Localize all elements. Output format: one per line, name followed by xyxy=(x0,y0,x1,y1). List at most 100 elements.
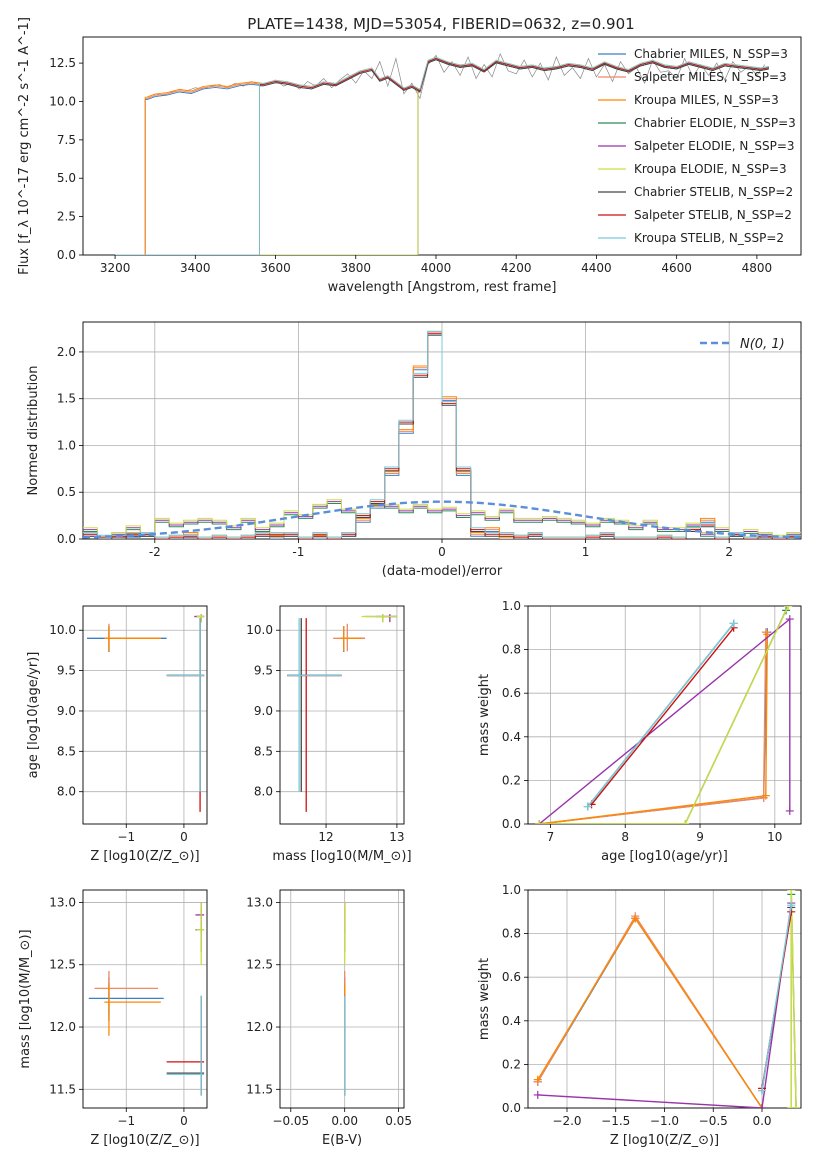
legend-label: Kroupa MILES, N_SSP=3 xyxy=(634,93,779,107)
x-tick-label: 0 xyxy=(180,830,188,844)
weight-line xyxy=(537,914,763,1108)
legend-label: Chabrier STELIB, N_SSP=2 xyxy=(634,185,793,199)
legend-label: Salpeter ELODIE, N_SSP=3 xyxy=(634,139,795,153)
x-tick-label: 0.05 xyxy=(385,1114,412,1128)
model-spectrum-salpeter-stelib xyxy=(115,58,769,255)
legend-label: Salpeter STELIB, N_SSP=2 xyxy=(634,208,792,222)
y-axis-label: age [log10(age/yr)] xyxy=(26,652,41,779)
x-axis-label: Z [log10(Z/Z_⊙)] xyxy=(610,1133,719,1148)
errorbar-point xyxy=(194,614,205,623)
residuals-axes: -2 -1 0 1 2 0.0 0.5 1.0 1.5 2.0 (data-model)/error… xyxy=(26,321,802,579)
errorbar-point xyxy=(375,614,397,623)
weight-line xyxy=(591,627,735,805)
legend-label: Kroupa STELIB, N_SSP=2 xyxy=(634,231,784,245)
y-tick-label: 10.0 xyxy=(246,623,273,637)
x-axis-label: wavelength [Angstrom, rest frame] xyxy=(328,280,557,295)
legend-label: N(0, 1) xyxy=(740,337,785,352)
weight-marker xyxy=(729,619,738,628)
x-tick-label: 1 xyxy=(582,545,590,559)
weight-marker xyxy=(785,806,794,815)
y-tick-label: 13.0 xyxy=(246,895,273,909)
weight-line xyxy=(537,916,763,1108)
x-tick-label: −0.5 xyxy=(699,1114,728,1128)
y-tick-label: 0.2 xyxy=(502,773,521,787)
y-tick-label: 10.0 xyxy=(49,623,76,637)
model-spectrum-kroupa-stelib xyxy=(115,56,769,255)
errorbar-point xyxy=(105,626,161,652)
x-tick-label: 12 xyxy=(318,830,333,844)
weight-marker xyxy=(787,890,796,894)
spectrum-lines xyxy=(115,52,769,255)
y-tick-label: 12.0 xyxy=(49,1020,76,1034)
residual-legend: N(0, 1) xyxy=(700,337,785,352)
errorbar-point xyxy=(104,983,161,1036)
y-tick-label: 1.0 xyxy=(502,883,521,897)
age-vs-mass-points xyxy=(287,614,397,812)
x-tick-label: 0 xyxy=(180,1114,188,1128)
errorbar-point xyxy=(104,623,161,652)
y-tick-label: 0.5 xyxy=(57,485,76,499)
y-tick-label: 0.4 xyxy=(502,730,521,744)
weight-marker xyxy=(761,628,770,637)
model-spectrum-chabrier-miles xyxy=(115,59,769,255)
y-tick-label: 10.0 xyxy=(49,94,76,108)
axes-frame xyxy=(279,605,405,825)
axes-frame xyxy=(527,605,802,825)
y-tick-label: 0.0 xyxy=(502,817,521,831)
x-tick-label: 3200 xyxy=(100,261,131,275)
legend-label: Kroupa ELODIE, N_SSP=3 xyxy=(634,162,787,176)
spectrum-axes: 3200 3400 3600 3800 4000 4200 4400 4600 4800 0.0 2… xyxy=(17,17,802,295)
figure-title: PLATE=1438, MJD=53054, FIBERID=0632, z=0… xyxy=(247,15,634,33)
y-tick-label: 13.0 xyxy=(49,895,76,909)
errorbar-point xyxy=(166,995,205,1096)
y-tick-label: 0.8 xyxy=(502,643,521,657)
model-spectrum-chabrier-stelib xyxy=(115,59,769,255)
y-axis-label: mass weight xyxy=(477,958,492,1040)
x-axis-label: E(B-V) xyxy=(322,1133,362,1148)
y-tick-label: 2.0 xyxy=(57,345,76,359)
legend-label: Chabrier ELODIE, N_SSP=3 xyxy=(634,116,796,130)
x-tick-label: -1 xyxy=(292,545,304,559)
x-axis-label: mass [log10(M/M_⊙)] xyxy=(272,849,411,864)
y-tick-label: 8.0 xyxy=(254,785,273,799)
weight-vs-age-axes: 7 8 9 10 0.0 0.2 0.4 0.6 0.8 1.0 age [log10(age/yr… xyxy=(477,599,802,864)
axes-frame xyxy=(82,36,802,256)
x-tick-label: −1 xyxy=(117,1114,135,1128)
y-tick-label: 0.2 xyxy=(502,1057,521,1071)
histogram-chabrier-elodie xyxy=(83,503,801,539)
axes-frame xyxy=(82,889,208,1109)
y-tick-label: 0.8 xyxy=(502,927,521,941)
errorbar-point xyxy=(361,614,397,623)
weight-marker xyxy=(681,820,690,824)
y-tick-label: 9.5 xyxy=(254,664,273,678)
y-tick-label: 12.5 xyxy=(49,958,76,972)
y-tick-label: 0.0 xyxy=(502,1101,521,1115)
errorbar-point xyxy=(287,618,342,792)
histogram-salpeter-elodie xyxy=(83,501,801,539)
x-tick-label: −1.5 xyxy=(601,1114,630,1128)
mass-vs-z-axes: −1 0 11.5 12.0 12.5 13.0 Z [log10(Z/Z_⊙)] mass … xyxy=(18,889,208,1148)
y-tick-label: 0.0 xyxy=(57,532,76,546)
y-tick-label: 9.0 xyxy=(254,704,273,718)
weight-line xyxy=(587,622,735,808)
y-tick-label: 11.5 xyxy=(246,1082,273,1096)
y-tick-label: 0.4 xyxy=(502,1014,521,1028)
weight-marker xyxy=(785,615,794,624)
mass-vs-ebv-axes: −0.05 0.00 0.05 11.5 12.0 12.5 13.0 E(B-V) xyxy=(246,889,412,1148)
axes-frame xyxy=(527,889,802,1109)
x-tick-label: 0 xyxy=(438,545,446,559)
y-tick-label: 12.0 xyxy=(246,1020,273,1034)
model-spectrum-kroupa-elodie xyxy=(115,56,769,255)
errorbar-point xyxy=(195,902,205,934)
age-vs-z-axes: −1 0 8.0 8.5 9.0 9.5 10.0 Z [log10(Z/Z_⊙)] age [… xyxy=(26,605,208,864)
y-tick-label: 0.6 xyxy=(502,686,521,700)
axes-frame xyxy=(82,321,802,540)
x-tick-label: 3400 xyxy=(180,261,211,275)
histogram-kroupa-elodie xyxy=(83,499,801,538)
y-tick-label: 8.5 xyxy=(254,744,273,758)
y-axis-label: mass weight xyxy=(477,674,492,756)
spectrum-legend: Chabrier MILES, N_SSP=3 Salpeter MILES, N… xyxy=(598,47,796,245)
y-tick-label: 1.0 xyxy=(57,438,76,452)
x-tick-label: 3800 xyxy=(340,261,371,275)
